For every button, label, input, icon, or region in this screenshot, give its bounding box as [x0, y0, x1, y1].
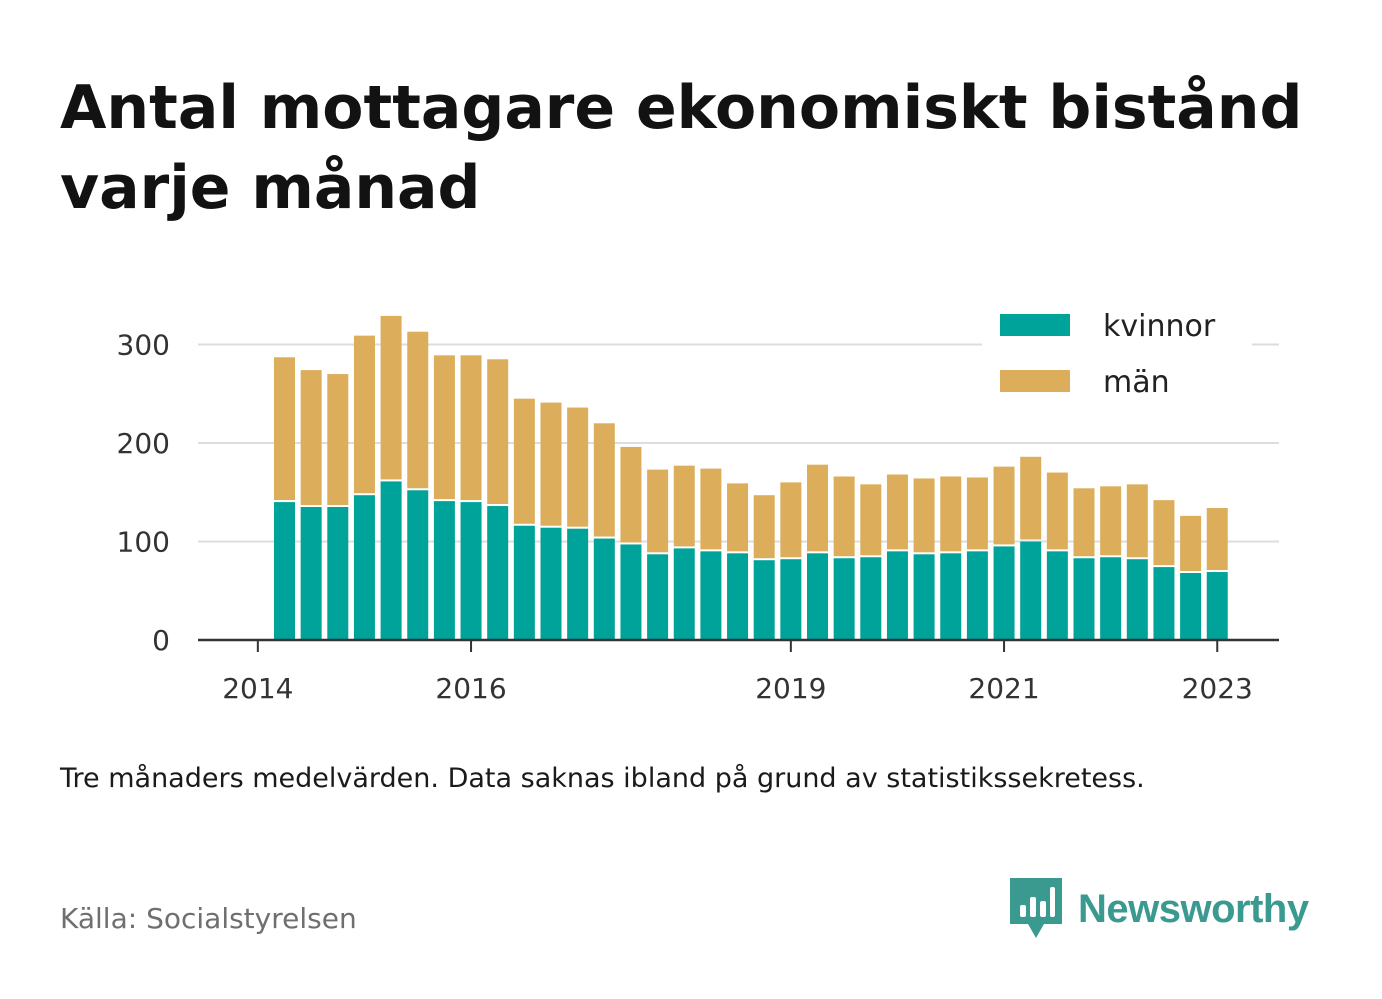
bar-man: [833, 476, 855, 557]
bar-kvinnor: [1100, 557, 1122, 640]
bar-kvinnor: [727, 553, 749, 640]
bar-man: [700, 468, 722, 550]
bar-man: [913, 478, 935, 553]
bar-man: [380, 315, 402, 480]
brand-name: Newsworthy: [1078, 886, 1309, 931]
bar-kvinnor: [353, 495, 375, 640]
legend-swatch: [1000, 370, 1070, 392]
bar-man: [433, 355, 455, 500]
bar-kvinnor: [274, 502, 295, 640]
brand-logo[interactable]: Newsworthy: [1010, 878, 1309, 940]
bar-man: [780, 482, 802, 558]
bar-man: [1153, 500, 1175, 566]
legend-swatch: [1000, 314, 1070, 336]
bar-kvinnor: [1153, 567, 1175, 640]
bar-man: [487, 359, 509, 505]
bar-kvinnor: [886, 551, 908, 640]
y-tick-label: 100: [117, 526, 170, 559]
bar-man: [807, 464, 828, 552]
bar-kvinnor: [1020, 541, 1042, 640]
bar-kvinnor: [513, 525, 535, 640]
bar-man: [993, 466, 1015, 545]
bar-kvinnor: [647, 554, 669, 640]
bar-kvinnor: [807, 553, 828, 640]
bar-kvinnor: [300, 507, 322, 640]
bar-kvinnor: [913, 554, 935, 640]
bar-kvinnor: [433, 501, 455, 640]
bar-man: [673, 465, 695, 547]
bar-kvinnor: [567, 528, 589, 640]
chart-note: Tre månaders medelvärden. Data saknas ib…: [60, 763, 1145, 794]
bar-man: [1126, 484, 1148, 558]
bar-man: [1100, 486, 1122, 556]
bar-man: [966, 477, 988, 550]
y-axis-ticks: 0 100 200 300: [117, 329, 170, 658]
bar-man: [353, 335, 375, 494]
x-tick-label: 2016: [435, 672, 506, 705]
bar-man: [1073, 488, 1095, 557]
bar-kvinnor: [780, 559, 802, 640]
bar-kvinnor: [833, 558, 855, 640]
bar-kvinnor: [327, 507, 349, 640]
legend: kvinnor män: [982, 304, 1252, 408]
bar-man: [860, 484, 882, 556]
bar-kvinnor: [993, 546, 1015, 640]
bar-kvinnor: [1073, 558, 1095, 640]
bar-kvinnor: [487, 506, 509, 640]
bar-kvinnor: [460, 502, 482, 640]
y-tick-label: 300: [117, 329, 170, 362]
bar-man: [593, 423, 615, 537]
bar-kvinnor: [1126, 559, 1148, 640]
bar-man: [460, 355, 482, 501]
bar-man: [274, 357, 295, 501]
bar-kvinnor: [940, 553, 962, 640]
bar-man: [1020, 456, 1042, 540]
bar-man: [647, 469, 669, 553]
bar-kvinnor: [1206, 572, 1228, 640]
legend-label: kvinnor: [1103, 309, 1216, 344]
bar-man: [1046, 472, 1068, 550]
bar-kvinnor: [593, 538, 615, 640]
bar-man: [513, 398, 535, 524]
x-tick-label: 2019: [755, 672, 826, 705]
x-tick-label: 2021: [968, 672, 1039, 705]
bar-kvinnor: [700, 551, 722, 640]
bar-man: [753, 495, 775, 559]
source-text: Källa: Socialstyrelsen: [60, 902, 357, 935]
bar-man: [620, 446, 642, 543]
bar-man: [727, 483, 749, 552]
bar-man: [940, 476, 962, 552]
bar-kvinnor: [620, 544, 642, 640]
y-tick-label: 0: [152, 624, 170, 657]
bar-kvinnor: [380, 481, 402, 640]
x-tick-label: 2023: [1182, 672, 1253, 705]
x-axis-ticks: 2014 2016 2019 2021 2023: [222, 640, 1253, 705]
bar-man: [300, 370, 322, 506]
bar-man: [1180, 515, 1202, 572]
bar-man: [567, 407, 589, 527]
bar-man: [1206, 508, 1228, 571]
chart-title: Antal mottagare ekonomiskt bistånd varje…: [60, 73, 1303, 223]
bar-kvinnor: [1046, 551, 1068, 640]
x-tick-label: 2014: [222, 672, 293, 705]
bar-kvinnor: [1180, 573, 1202, 640]
bar-man: [407, 331, 429, 489]
bar-man: [327, 374, 349, 506]
bar-kvinnor: [540, 527, 562, 640]
bar-man: [886, 474, 908, 550]
legend-label: män: [1103, 365, 1170, 400]
bar-kvinnor: [966, 551, 988, 640]
y-tick-label: 200: [117, 427, 170, 460]
bar-kvinnor: [407, 490, 429, 640]
bar-kvinnor: [673, 548, 695, 640]
bar-man: [540, 402, 562, 526]
bar-chart-speech-bubble-icon: [1010, 878, 1062, 938]
bar-kvinnor: [860, 557, 882, 640]
bar-kvinnor: [753, 560, 775, 640]
bars: [274, 315, 1228, 640]
